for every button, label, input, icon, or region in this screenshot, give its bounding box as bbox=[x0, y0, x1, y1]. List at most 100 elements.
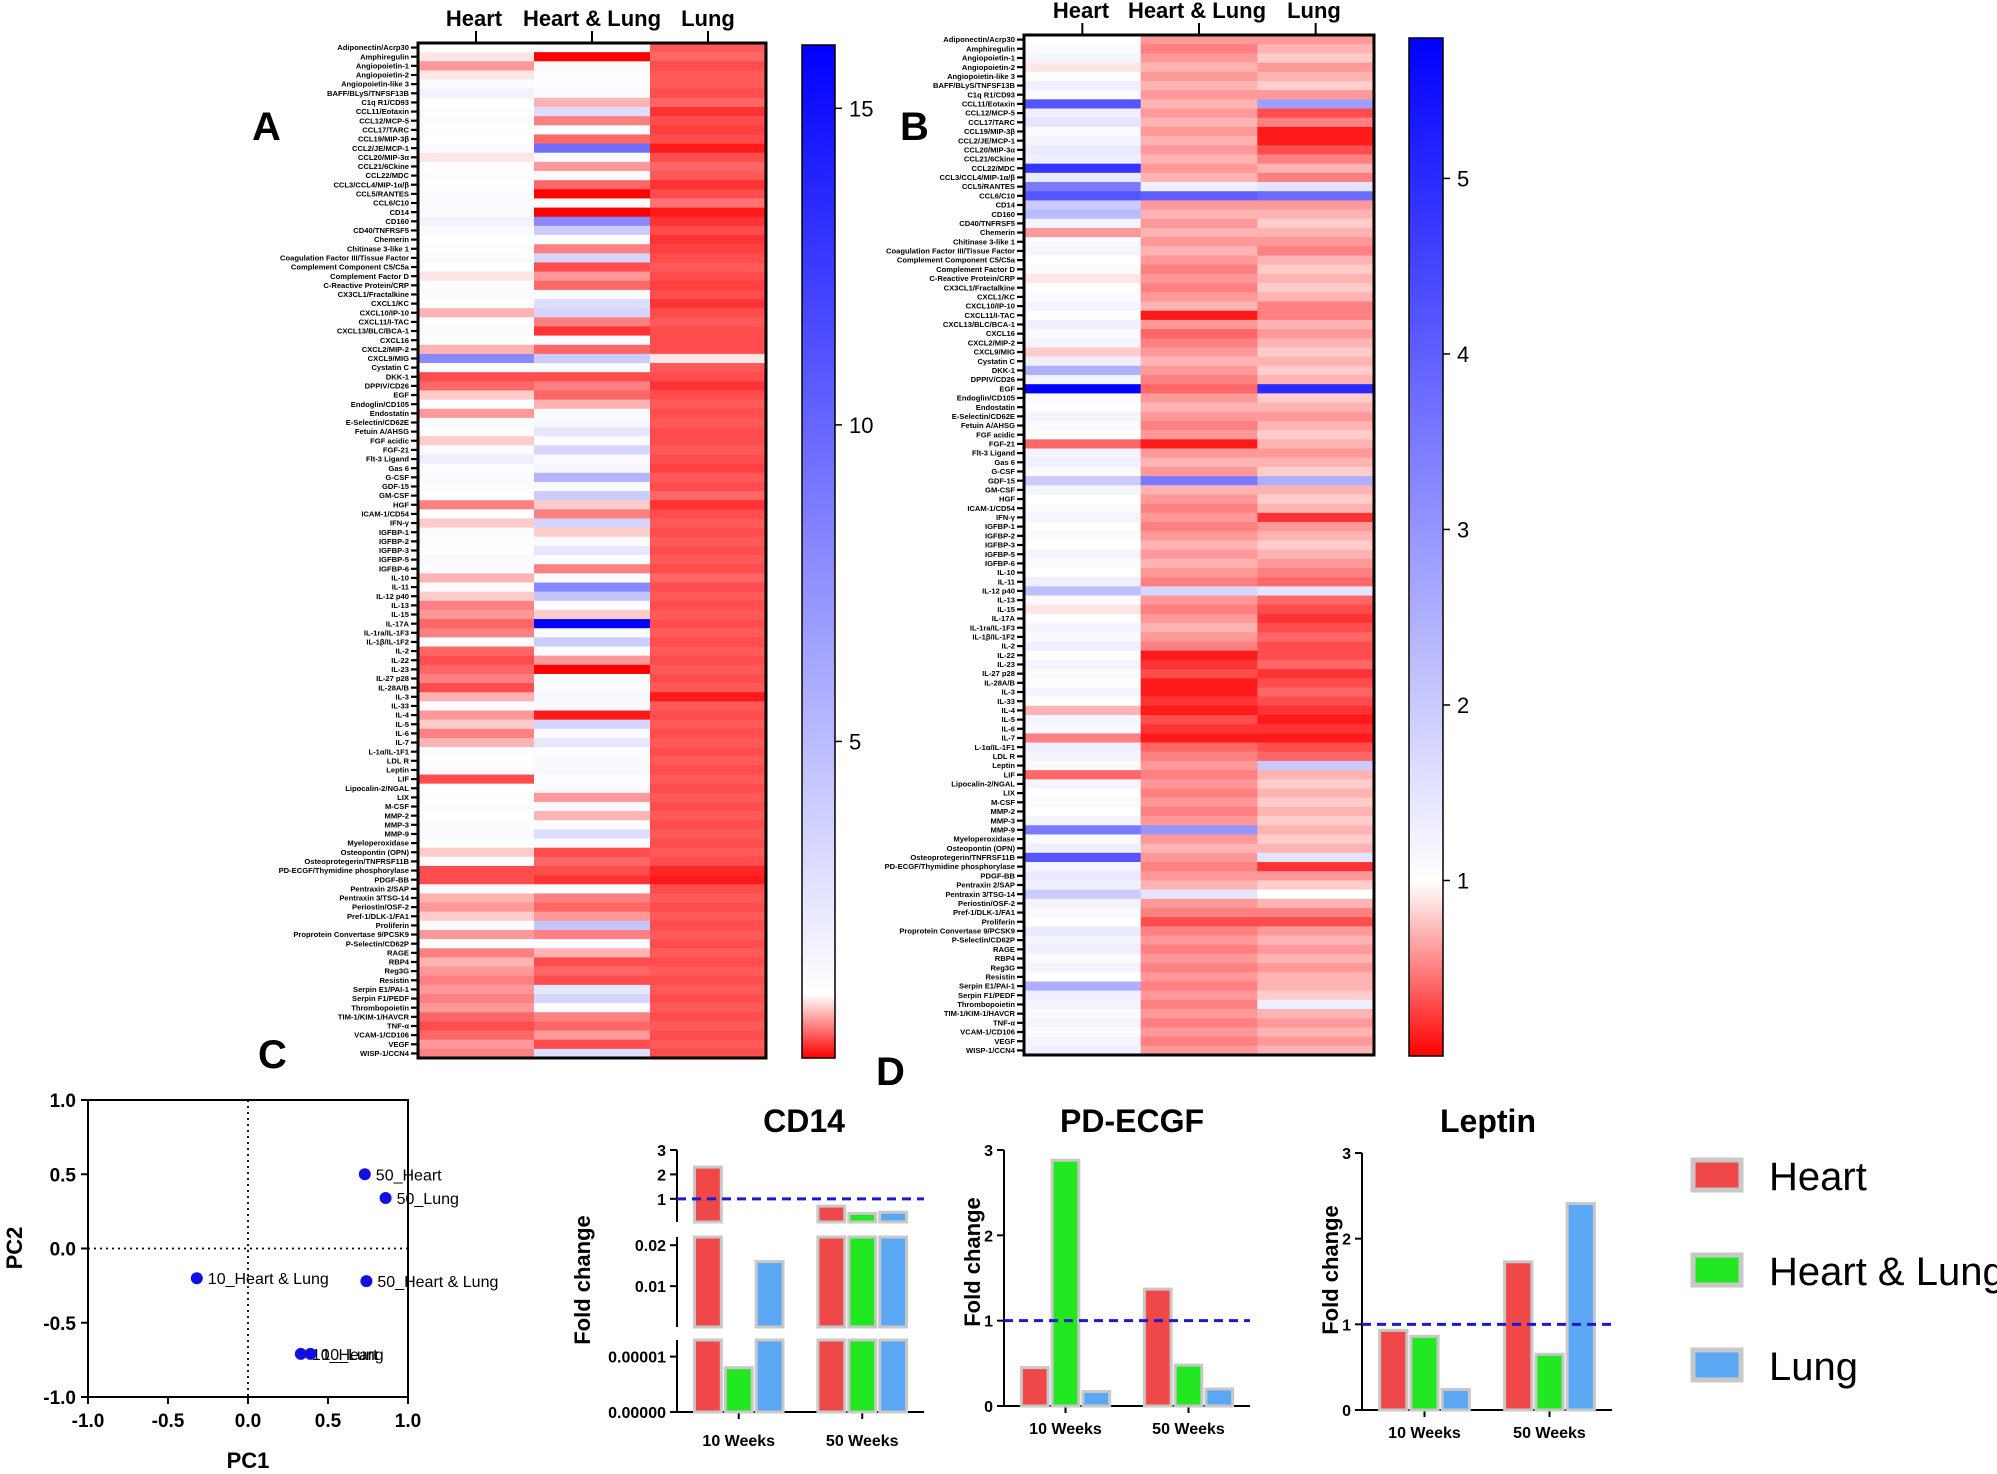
heatmap-a-cell-il-6-heart-lung bbox=[534, 728, 651, 739]
heatmap-b-cell-gas-6-lung bbox=[1257, 457, 1375, 468]
heatmap-a-cell-cd40-tnfrsf5-heart-lung bbox=[534, 225, 651, 236]
heatmap-a-cell-lix-lung bbox=[650, 792, 767, 803]
leptin-chart: Leptin Fold change 0 1 2 3 10 Weeks 50 Weeks bbox=[1318, 1103, 1612, 1442]
legend-label-heart-lung: Heart & Lung bbox=[1769, 1250, 1997, 1294]
heatmap-b-cell-cd14-lung bbox=[1257, 200, 1375, 210]
heatmap-b-cell-proliferin-heart-lung bbox=[1140, 917, 1258, 927]
heatmap-a-row-label: MMP-9 bbox=[385, 830, 409, 839]
heatmap-b-cell-il-28a-b-heart bbox=[1024, 678, 1141, 688]
heatmap-a-cell-vcam-1-cd106-heart bbox=[418, 1030, 535, 1041]
heatmap-b-cell-leptin-lung bbox=[1257, 760, 1375, 771]
heatmap-a-cell-myeloperoxidase-heart-lung bbox=[534, 838, 651, 848]
heatmap-a-cell-resistin-heart bbox=[418, 975, 535, 986]
heatmap-a-cell-il-17a-heart bbox=[418, 619, 535, 629]
heatmap-a-row-label: IL-33 bbox=[391, 702, 409, 711]
heatmap-b-cell-pentraxin-3-tsg-14-heart bbox=[1024, 889, 1141, 900]
heatmap-a-cell-il-3-heart bbox=[418, 692, 535, 702]
heatmap-a-cell-chemerin-heart-lung bbox=[534, 235, 651, 245]
leptin-x-tick-label: 50 Weeks bbox=[1513, 1425, 1586, 1442]
heatmap-a-cell-baff-blys-tnfsf13b-lung bbox=[650, 88, 767, 99]
pd-ecgf-y-label: Fold change bbox=[960, 1197, 985, 1327]
heatmap-a-cell-endostatin-lung bbox=[650, 408, 767, 419]
heatmap-b-cell-il-5-heart bbox=[1024, 715, 1141, 725]
cd14-bar-10-weeks-lung bbox=[754, 1260, 785, 1329]
heatmap-b-cell-complement-factor-d-lung bbox=[1257, 264, 1375, 275]
heatmap-b-cell-mmp-3-heart bbox=[1024, 816, 1141, 826]
heatmap-b-cell-il-12-p40-lung bbox=[1257, 586, 1375, 596]
heatmap-a-col-heart: Heart bbox=[446, 6, 503, 31]
heatmap-b-cell-mmp-3-lung bbox=[1257, 816, 1375, 826]
heatmap-b-cell-chitinase-3-like-1-heart bbox=[1024, 237, 1141, 247]
heatmap-b-row-label: CXCL10/IP-10 bbox=[966, 302, 1015, 311]
heatmap-a-cell-reg3g-heart-lung bbox=[534, 966, 651, 977]
heatmap-a-cell-il-33-heart-lung bbox=[534, 701, 651, 711]
heatmap-a-cell-dppiv-cd26-heart bbox=[418, 381, 535, 391]
heatmap-a-row-label: Resistin bbox=[379, 976, 409, 985]
heatmap-a-row-label: IL-28A/B bbox=[378, 683, 409, 692]
heatmap-b-cell-icam-1-cd54-heart-lung bbox=[1140, 503, 1258, 514]
heatmap-b-row-label: Amphiregulin bbox=[966, 44, 1015, 53]
heatmap-b-cell-periostin-osf-2-lung bbox=[1257, 898, 1375, 909]
heatmap-a-row-label: CCL17/TARC bbox=[362, 125, 409, 134]
heatmap-a-cell-ccl21-6ckine-heart bbox=[418, 161, 535, 172]
heatmap-b-row-label: Chemerin bbox=[980, 228, 1015, 237]
heatmap-b-colorbar-tick-label: 2 bbox=[1457, 693, 1469, 718]
heatmap-b-col-lung: Lung bbox=[1287, 0, 1341, 23]
heatmap-a-row-label: Adiponectin/Acrp30 bbox=[337, 43, 409, 52]
pca-point-label-50-lung: 50_Lung bbox=[397, 1191, 459, 1208]
heatmap-b-row-label: Adiponectin/Acrp30 bbox=[943, 35, 1015, 44]
heatmap-a-cell-c1q-r1-cd93-heart bbox=[418, 97, 535, 108]
cd14-bar-50-weeks-heart-lung bbox=[847, 1211, 878, 1224]
heatmap-b-row-label: Proliferin bbox=[982, 917, 1016, 926]
heatmap-a-cell-baff-blys-tnfsf13b-heart-lung bbox=[534, 88, 651, 99]
heatmap-a-cell-il-23-lung bbox=[650, 664, 767, 675]
heatmap-a-cell-cd160-heart bbox=[418, 216, 535, 227]
heatmap-b-cell-lipocalin-2-ngal-heart bbox=[1024, 779, 1141, 789]
heatmap-b-row-label: IL-6 bbox=[1001, 724, 1015, 733]
heatmap-b-cell-ifn-heart bbox=[1024, 512, 1141, 523]
cd14-chart: CD14 Fold change 1 2 3 0.01 0.02 0.00000 0.000… bbox=[570, 1103, 924, 1450]
cd14-bar-10-weeks-lung bbox=[754, 1338, 785, 1414]
heatmap-a-cell-osteoprotegerin-tnfrsf11b-heart bbox=[418, 856, 535, 867]
heatmap-a-cell-ccl3-ccl4-mip-1-heart bbox=[418, 180, 535, 190]
heatmap-b-cell-complement-component-c5-c5a-heart bbox=[1024, 255, 1141, 266]
heatmap-b-cell-cxcl11-i-tac-heart bbox=[1024, 310, 1141, 321]
heatmap-b-row-label: GDF-15 bbox=[988, 476, 1016, 485]
heatmap-b-cell-ccl20-mip-3-heart bbox=[1024, 145, 1141, 155]
heatmap-b-cell-wisp-1-ccn4-lung bbox=[1257, 1045, 1375, 1056]
heatmap-a-cell-lif-heart bbox=[418, 774, 535, 784]
heatmap-b-cell-c-reactive-protein-crp-heart-lung bbox=[1140, 273, 1258, 284]
heatmap-a-row-label: Endostatin bbox=[370, 409, 410, 418]
heatmap-a-cell-dkk-1-heart-lung bbox=[534, 372, 651, 382]
heatmap-a-cell-igfbp-1-heart-lung bbox=[534, 527, 651, 538]
heatmap-b-cell-fgf-21-lung bbox=[1257, 439, 1375, 449]
heatmap-a-row-label: Chemerin bbox=[374, 235, 409, 244]
heatmap-b-cell-lif-lung bbox=[1257, 770, 1375, 780]
heatmap-a-cell-baff-blys-tnfsf13b-heart bbox=[418, 88, 535, 99]
leptin-bar-10-weeks-heart bbox=[1378, 1328, 1409, 1412]
heatmap-a-row-label: CCL20/MIP-3α bbox=[358, 153, 409, 162]
heatmap-a-row-label: CD160 bbox=[385, 217, 409, 226]
heatmap-b-cell-cd40-tnfrsf5-heart-lung bbox=[1140, 218, 1258, 229]
heatmap-b-row-label: CCL22/MDC bbox=[972, 164, 1016, 173]
heatmap-a-cell-il-2-heart bbox=[418, 646, 535, 656]
heatmap-b-cell-ccl20-mip-3-lung bbox=[1257, 145, 1375, 155]
heatmap-b-cell-ccl17-tarc-heart-lung bbox=[1140, 117, 1258, 128]
heatmap-a-row-label: MMP-3 bbox=[385, 820, 409, 829]
heatmap-b-cell-serpin-f1-pedf-heart-lung bbox=[1140, 990, 1258, 1001]
heatmap-a-cell-rage-lung bbox=[650, 948, 767, 958]
heatmap-a-row-label: PDGF-BB bbox=[374, 875, 409, 884]
heatmap-b-cell-coagulation-factor-iii-tissue-factor-heart bbox=[1024, 246, 1141, 256]
heatmap-b-cell-hgf-heart bbox=[1024, 494, 1141, 504]
heatmap-a-colorbar-tick-label: 5 bbox=[849, 729, 861, 754]
heatmap-a-cell-ccl20-mip-3-heart-lung bbox=[534, 152, 651, 163]
heatmap-a-cell-il-13-heart-lung bbox=[534, 600, 651, 611]
heatmap-b-cell-gdf-15-heart bbox=[1024, 476, 1141, 486]
heatmap-a-cell-il-10-lung bbox=[650, 573, 767, 583]
heatmap-b-cell-pref-1-dlk-1-fa1-lung bbox=[1257, 907, 1375, 918]
heatmap-b-cell-angiopoietin-2-heart-lung bbox=[1140, 62, 1258, 73]
heatmap-b-row-label: Pentraxin 3/TSG-14 bbox=[945, 890, 1015, 899]
heatmap-b-cell-il-6-lung bbox=[1257, 724, 1375, 734]
heatmap-a-cell-cxcl9-mig-lung bbox=[650, 353, 767, 364]
heatmap-b-cell-il-1ra-il-1f3-lung bbox=[1257, 623, 1375, 633]
